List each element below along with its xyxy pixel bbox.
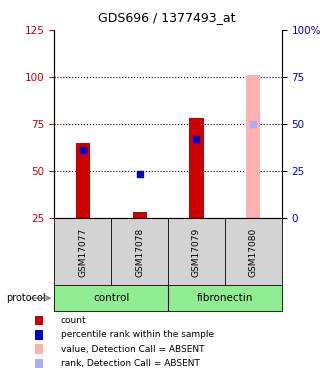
Text: GDS696 / 1377493_at: GDS696 / 1377493_at (98, 11, 235, 24)
Text: fibronectin: fibronectin (196, 293, 253, 303)
Text: value, Detection Call = ABSENT: value, Detection Call = ABSENT (61, 345, 204, 354)
Bar (189, 118, 204, 218)
Text: GSM17079: GSM17079 (192, 228, 201, 277)
Text: GSM17078: GSM17078 (135, 228, 144, 277)
Text: protocol: protocol (6, 293, 46, 303)
Text: rank, Detection Call = ABSENT: rank, Detection Call = ABSENT (61, 359, 200, 368)
Bar (132, 212, 147, 217)
Text: control: control (93, 293, 129, 303)
Bar (76, 142, 90, 218)
Text: count: count (61, 316, 86, 325)
Text: GSM17080: GSM17080 (249, 228, 258, 277)
Text: GSM17077: GSM17077 (78, 228, 87, 277)
Text: percentile rank within the sample: percentile rank within the sample (61, 330, 214, 339)
Bar (246, 75, 260, 217)
